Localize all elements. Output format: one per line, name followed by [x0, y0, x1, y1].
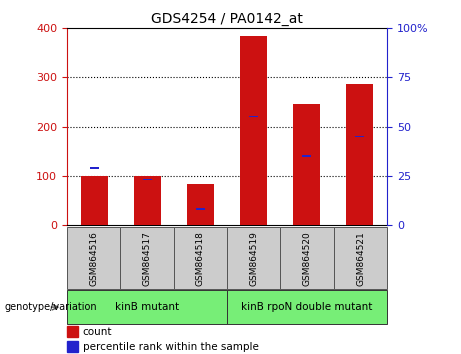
Text: genotype/variation: genotype/variation	[5, 302, 97, 312]
Bar	[67, 290, 227, 324]
Text: count: count	[83, 327, 112, 337]
Bar	[334, 227, 387, 289]
Text: kinB rpoN double mutant: kinB rpoN double mutant	[242, 302, 373, 312]
Bar	[134, 176, 161, 225]
Text: GSM864521: GSM864521	[356, 232, 365, 286]
Text: GSM864518: GSM864518	[196, 232, 205, 286]
Bar	[67, 326, 78, 337]
Bar	[67, 227, 120, 289]
Bar	[302, 155, 311, 157]
Bar	[227, 290, 387, 324]
Bar	[227, 227, 280, 289]
Bar	[196, 209, 205, 210]
Bar	[346, 84, 372, 225]
Text: GSM864517: GSM864517	[142, 232, 152, 286]
Text: GSM864516: GSM864516	[89, 232, 98, 286]
Bar	[249, 116, 258, 118]
Bar	[293, 104, 320, 225]
Text: GSM864520: GSM864520	[302, 232, 312, 286]
Bar	[240, 36, 267, 225]
Text: kinB mutant: kinB mutant	[115, 302, 179, 312]
Text: percentile rank within the sample: percentile rank within the sample	[83, 342, 259, 352]
Bar	[90, 167, 99, 169]
Bar	[355, 136, 364, 137]
Bar	[82, 176, 108, 225]
Bar	[280, 227, 334, 289]
Title: GDS4254 / PA0142_at: GDS4254 / PA0142_at	[151, 12, 303, 26]
Bar	[120, 227, 174, 289]
Bar	[174, 227, 227, 289]
Bar	[187, 184, 214, 225]
Bar	[143, 179, 152, 180]
Bar	[67, 341, 78, 353]
Text: GSM864519: GSM864519	[249, 232, 258, 286]
